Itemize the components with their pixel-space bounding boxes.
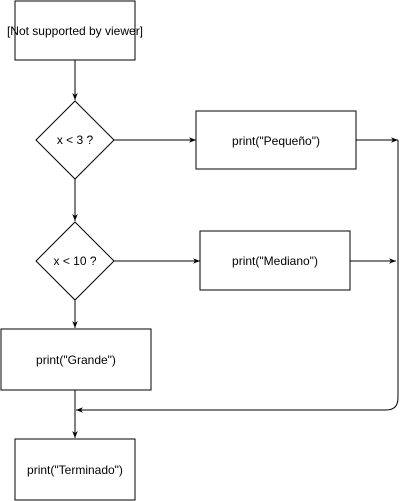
node-cond1-label: x < 3 ? xyxy=(57,133,94,147)
node-print-medium-label: print("Mediano") xyxy=(232,254,318,268)
node-print-done-label: print("Terminado") xyxy=(27,463,123,477)
node-print-done: print("Terminado") xyxy=(14,438,136,501)
node-cond2: x < 10 ? xyxy=(35,221,115,301)
node-cond1: x < 3 ? xyxy=(35,100,115,180)
node-print-small-label: print("Pequeño") xyxy=(232,134,320,148)
node-cond2-label: x < 10 ? xyxy=(53,254,96,268)
node-print-small: print("Pequeño") xyxy=(195,110,357,170)
node-start: [Not supported by viewer] xyxy=(7,0,143,61)
node-print-large-label: print("Grande") xyxy=(36,353,116,367)
node-print-large: print("Grande") xyxy=(0,328,152,391)
node-print-medium: print("Mediano") xyxy=(199,230,351,291)
edges xyxy=(72,60,399,438)
edge-merge-return xyxy=(76,140,399,413)
node-start-label: [Not supported by viewer] xyxy=(7,24,143,38)
